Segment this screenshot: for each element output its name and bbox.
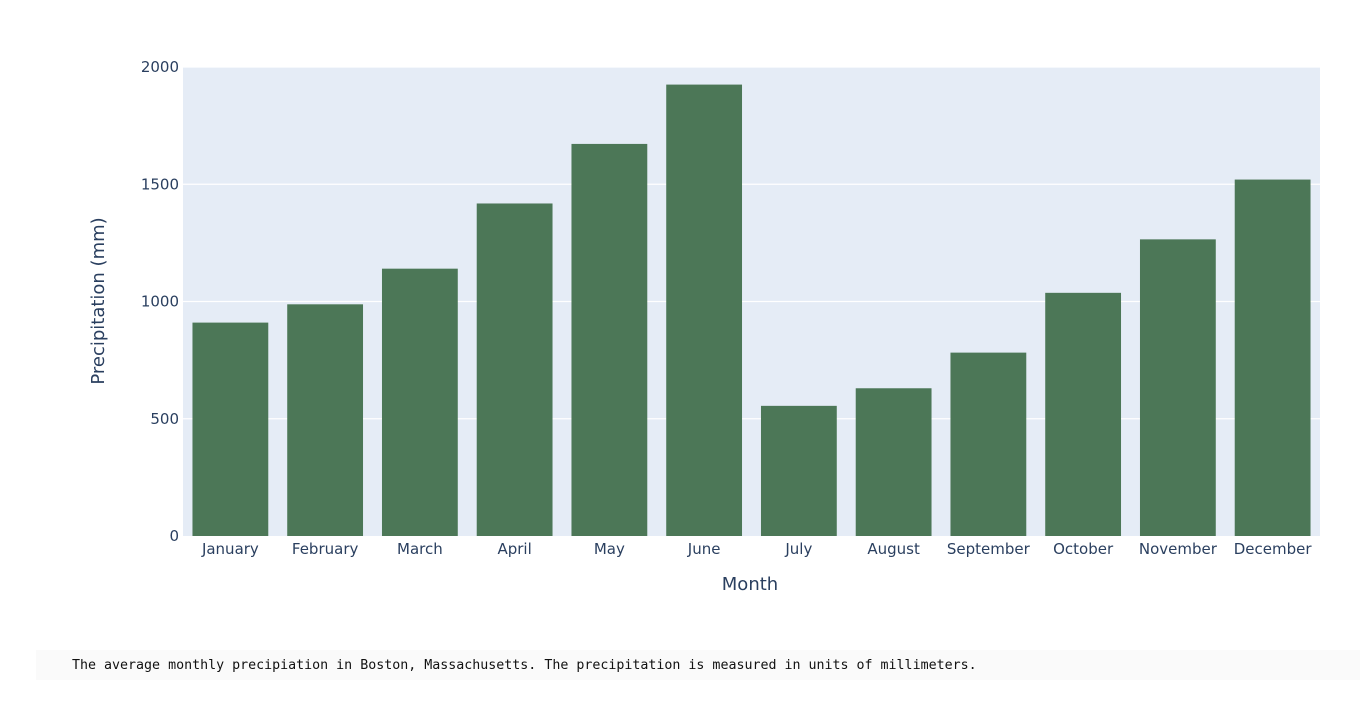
bar-august[interactable] [855, 388, 932, 536]
gridlines [183, 66, 1320, 420]
y-tick-label: 1500 [141, 175, 179, 193]
figure-caption: The average monthly precipiation in Bost… [72, 658, 977, 673]
y-axis-title: Precipitation (mm) [88, 217, 109, 384]
x-tick-label: February [292, 540, 359, 558]
bars [192, 84, 1311, 537]
x-tick-label: October [1053, 540, 1114, 558]
bar-february[interactable] [287, 304, 364, 536]
x-tick-label: July [784, 540, 812, 558]
bar-may[interactable] [571, 143, 648, 536]
bar-march[interactable] [381, 268, 458, 536]
bar-chart: 0 500 1000 1500 2000 January February March Apr… [88, 58, 1320, 595]
bar-september[interactable] [950, 352, 1027, 536]
y-tick-label: 0 [169, 527, 179, 545]
caption-box: The average monthly precipiation in Bost… [36, 650, 1360, 680]
x-tick-label: January [201, 540, 259, 558]
x-tick-label: April [497, 540, 531, 558]
bar-april[interactable] [476, 203, 553, 536]
bar-december[interactable] [1234, 179, 1311, 536]
bar-june[interactable] [666, 84, 743, 537]
x-tick-label: May [594, 540, 625, 558]
bar-july[interactable] [760, 405, 837, 536]
y-tick-label: 1000 [141, 293, 179, 311]
x-axis-ticks: January February March April May June July Augu… [201, 540, 1312, 558]
y-tick-label: 500 [150, 410, 179, 428]
x-tick-label: November [1139, 540, 1218, 558]
y-axis-ticks: 0 500 1000 1500 2000 [141, 58, 179, 545]
x-tick-label: September [947, 540, 1031, 558]
bar-january[interactable] [192, 322, 269, 536]
bar-october[interactable] [1045, 292, 1122, 536]
x-tick-label: August [867, 540, 920, 558]
x-tick-label: December [1234, 540, 1313, 558]
x-tick-label: June [687, 540, 721, 558]
x-tick-label: March [397, 540, 443, 558]
x-axis-title: Month [722, 574, 778, 595]
bar-november[interactable] [1139, 239, 1216, 537]
y-tick-label: 2000 [141, 58, 179, 76]
